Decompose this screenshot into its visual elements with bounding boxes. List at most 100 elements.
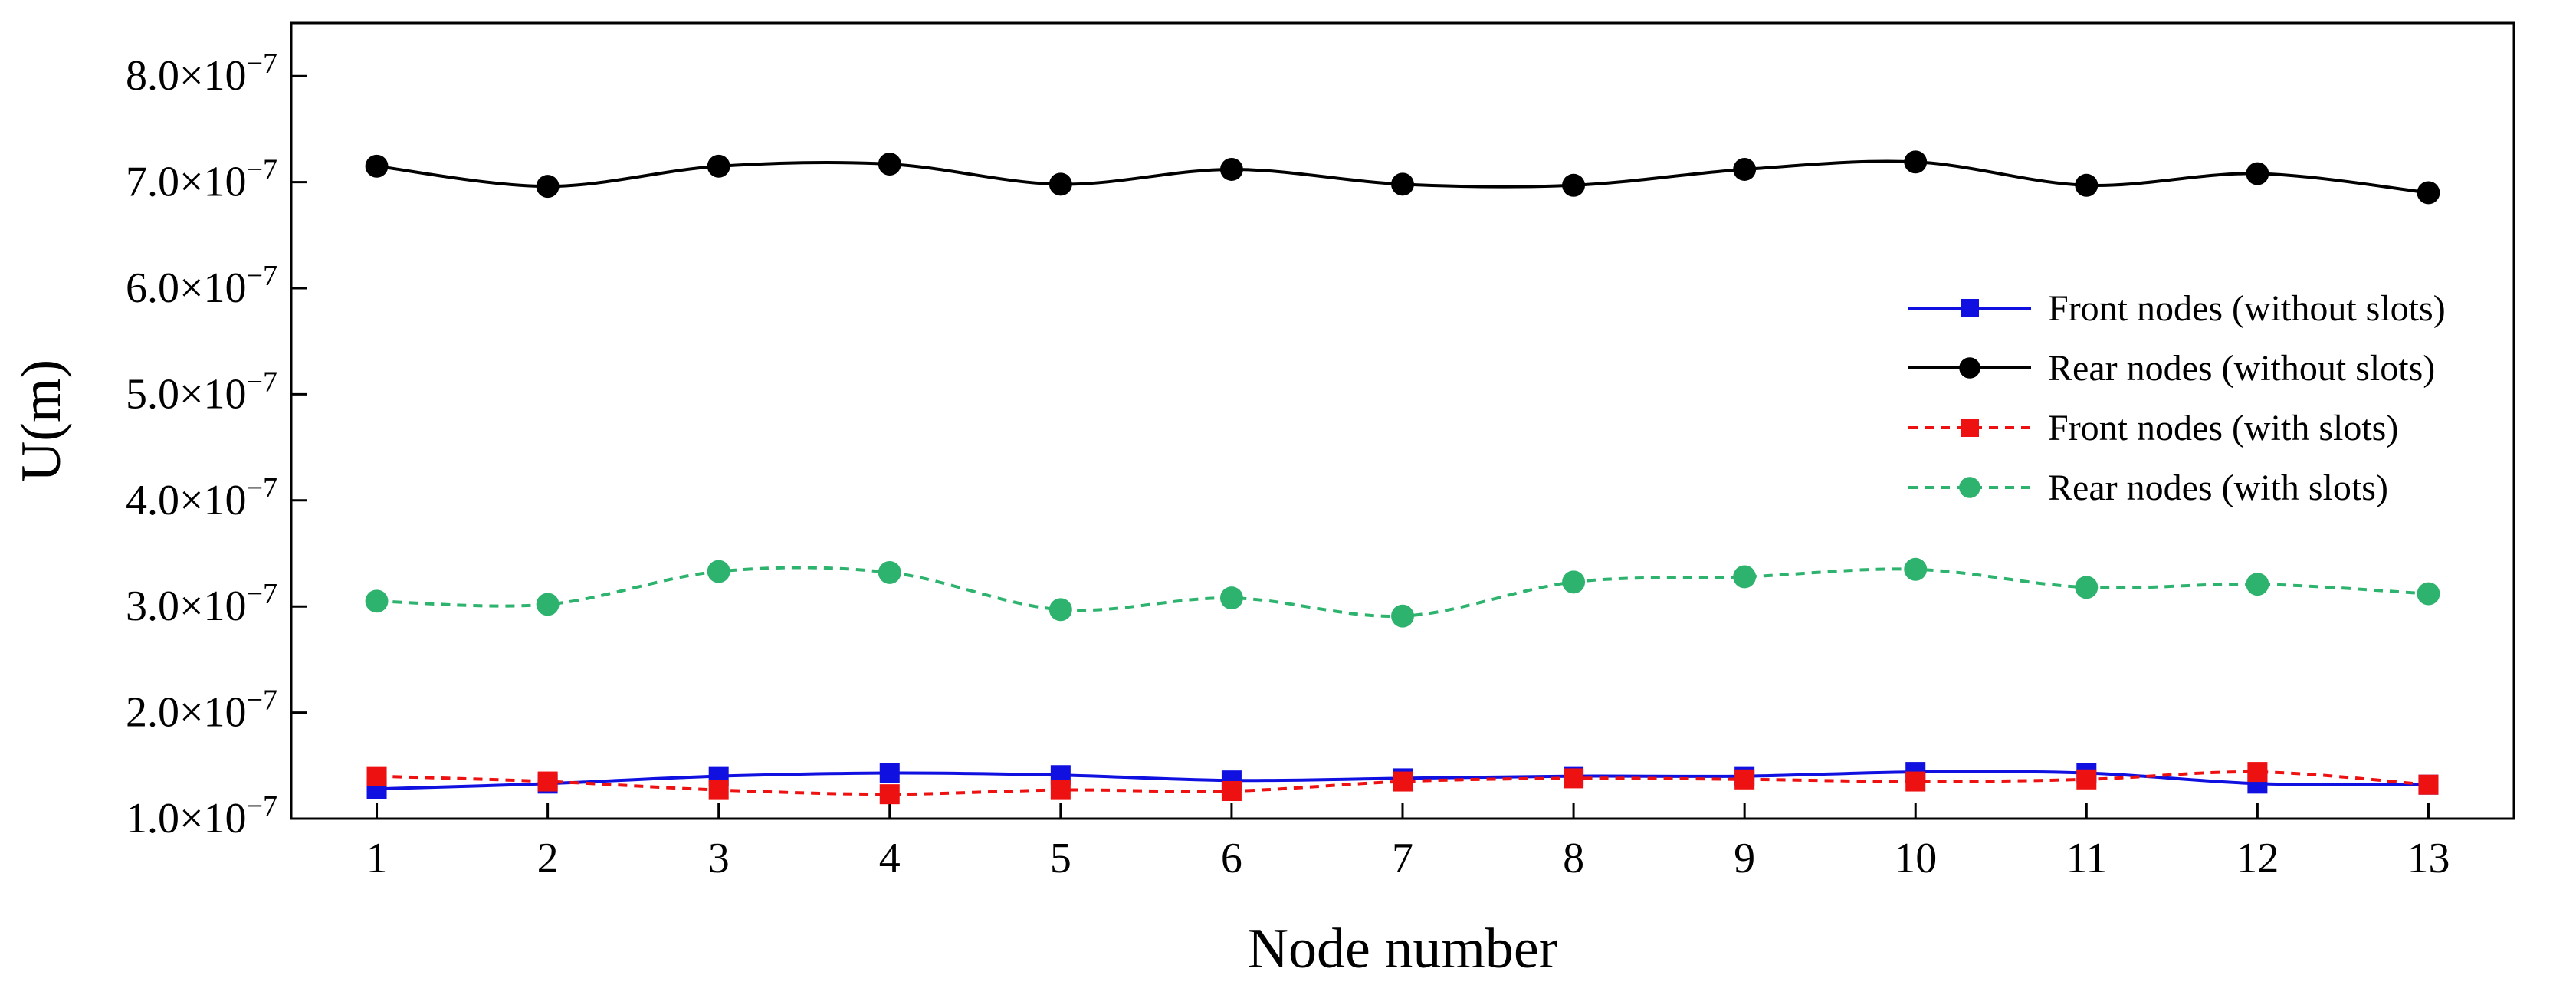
y-tick-mantissa: 5.0×10 [126, 370, 247, 418]
data-point [1564, 768, 1584, 789]
data-point [2075, 173, 2099, 197]
data-point [1393, 771, 1413, 792]
data-point [1050, 780, 1071, 800]
y-tick-mantissa: 6.0×10 [126, 264, 247, 312]
data-point [536, 593, 560, 616]
legend-marker [1959, 477, 1980, 498]
series-layer [365, 150, 2440, 805]
legend-marker [1959, 357, 1980, 379]
data-point [536, 175, 560, 199]
legend-marker [1961, 419, 1979, 437]
y-tick-label: 4.0×10−7 [126, 472, 277, 524]
x-tick-label: 7 [1392, 835, 1413, 882]
x-tick-label: 6 [1221, 835, 1242, 882]
y-tick-mantissa: 4.0×10 [126, 477, 247, 524]
data-point [878, 153, 901, 176]
data-point [1734, 769, 1755, 790]
data-point [1219, 586, 1243, 610]
y-tick-mantissa: 2.0×10 [126, 689, 247, 737]
data-point [879, 784, 900, 805]
data-point [366, 766, 387, 786]
y-tick-mantissa: 1.0×10 [126, 795, 247, 842]
x-tick-label: 5 [1050, 835, 1071, 882]
data-point [1562, 173, 1586, 197]
legend-item: Front nodes (without slots) [1908, 288, 2446, 329]
data-point [1905, 771, 1926, 792]
legend-marker [1961, 299, 1979, 317]
data-point [707, 154, 730, 178]
data-point [537, 771, 558, 792]
data-point [2076, 769, 2097, 790]
data-point [1904, 150, 1928, 174]
y-tick-mantissa: 3.0×10 [126, 583, 247, 630]
legend-label: Front nodes (without slots) [2048, 288, 2446, 329]
data-point [1048, 172, 1072, 196]
data-point [1391, 604, 1414, 628]
legend-label: Rear nodes (with slots) [2048, 468, 2388, 508]
data-point [2417, 181, 2440, 205]
data-point [2246, 573, 2269, 596]
y-tick-exponent: −7 [247, 684, 277, 717]
data-point [1391, 172, 1414, 196]
y-tick-label: 3.0×10−7 [126, 578, 277, 630]
y-tick-label: 6.0×10−7 [126, 260, 277, 312]
data-point [878, 560, 901, 584]
y-tick-mantissa: 8.0×10 [126, 52, 247, 100]
data-point [707, 560, 730, 583]
legend-label: Front nodes (with slots) [2048, 408, 2398, 448]
x-axis-title: Node number [1248, 918, 1558, 980]
legend: Front nodes (without slots) Rear nodes (w… [1908, 288, 2446, 508]
y-tick-exponent: −7 [247, 154, 277, 186]
series-rear-nodes-without-slots [365, 150, 2440, 205]
legend-item: Rear nodes (without slots) [1908, 348, 2435, 389]
data-point [879, 763, 900, 783]
y-tick-exponent: −7 [247, 48, 277, 80]
data-point [1221, 781, 1242, 802]
y-tick-exponent: −7 [247, 366, 277, 398]
x-tick-label: 11 [2066, 835, 2107, 882]
data-point [365, 589, 389, 613]
x-tick-label: 4 [879, 835, 901, 882]
data-point [365, 154, 389, 178]
x-tick-label: 8 [1563, 835, 1584, 882]
y-axis-title: U(m) [10, 359, 73, 482]
x-tick-label: 10 [1894, 835, 1937, 882]
y-tick-label: 8.0×10−7 [126, 48, 277, 100]
data-point [2418, 774, 2439, 795]
y-tick-exponent: −7 [247, 578, 277, 610]
data-point [1562, 570, 1586, 594]
x-axis: 1 2 3 4 5 6 7 8 9 10 11 12 13 [366, 803, 2450, 882]
x-tick-label: 12 [2236, 835, 2279, 882]
data-point [2247, 762, 2268, 783]
y-tick-exponent: −7 [247, 260, 277, 292]
data-point [1048, 598, 1072, 622]
legend-item: Front nodes (with slots) [1908, 408, 2398, 448]
y-tick-label: 7.0×10−7 [126, 154, 277, 206]
y-axis: 1.0×10−72.0×10−73.0×10−74.0×10−75.0×10−7… [126, 48, 307, 842]
y-tick-mantissa: 7.0×10 [126, 159, 247, 206]
x-tick-label: 3 [708, 835, 730, 882]
series-rear-nodes-with-slots [365, 557, 2440, 628]
y-tick-label: 5.0×10−7 [126, 366, 277, 418]
y-tick-exponent: −7 [247, 472, 277, 504]
data-point [708, 780, 729, 800]
data-point [2075, 576, 2099, 599]
y-tick-label: 2.0×10−7 [126, 684, 277, 737]
x-tick-label: 9 [1734, 835, 1755, 882]
data-point [1733, 565, 1757, 589]
x-tick-label: 2 [537, 835, 559, 882]
data-point [2417, 582, 2440, 606]
y-tick-label: 1.0×10−7 [126, 790, 277, 842]
data-point [1219, 158, 1243, 181]
data-point [1904, 557, 1928, 581]
x-tick-label: 1 [366, 835, 388, 882]
data-point [2246, 162, 2269, 185]
series-front-nodes-with-slots [366, 762, 2439, 805]
y-tick-exponent: −7 [247, 790, 277, 822]
data-point [1733, 158, 1757, 181]
legend-label: Rear nodes (without slots) [2048, 348, 2435, 389]
x-tick-label: 13 [2407, 835, 2450, 882]
legend-item: Rear nodes (with slots) [1908, 468, 2388, 508]
